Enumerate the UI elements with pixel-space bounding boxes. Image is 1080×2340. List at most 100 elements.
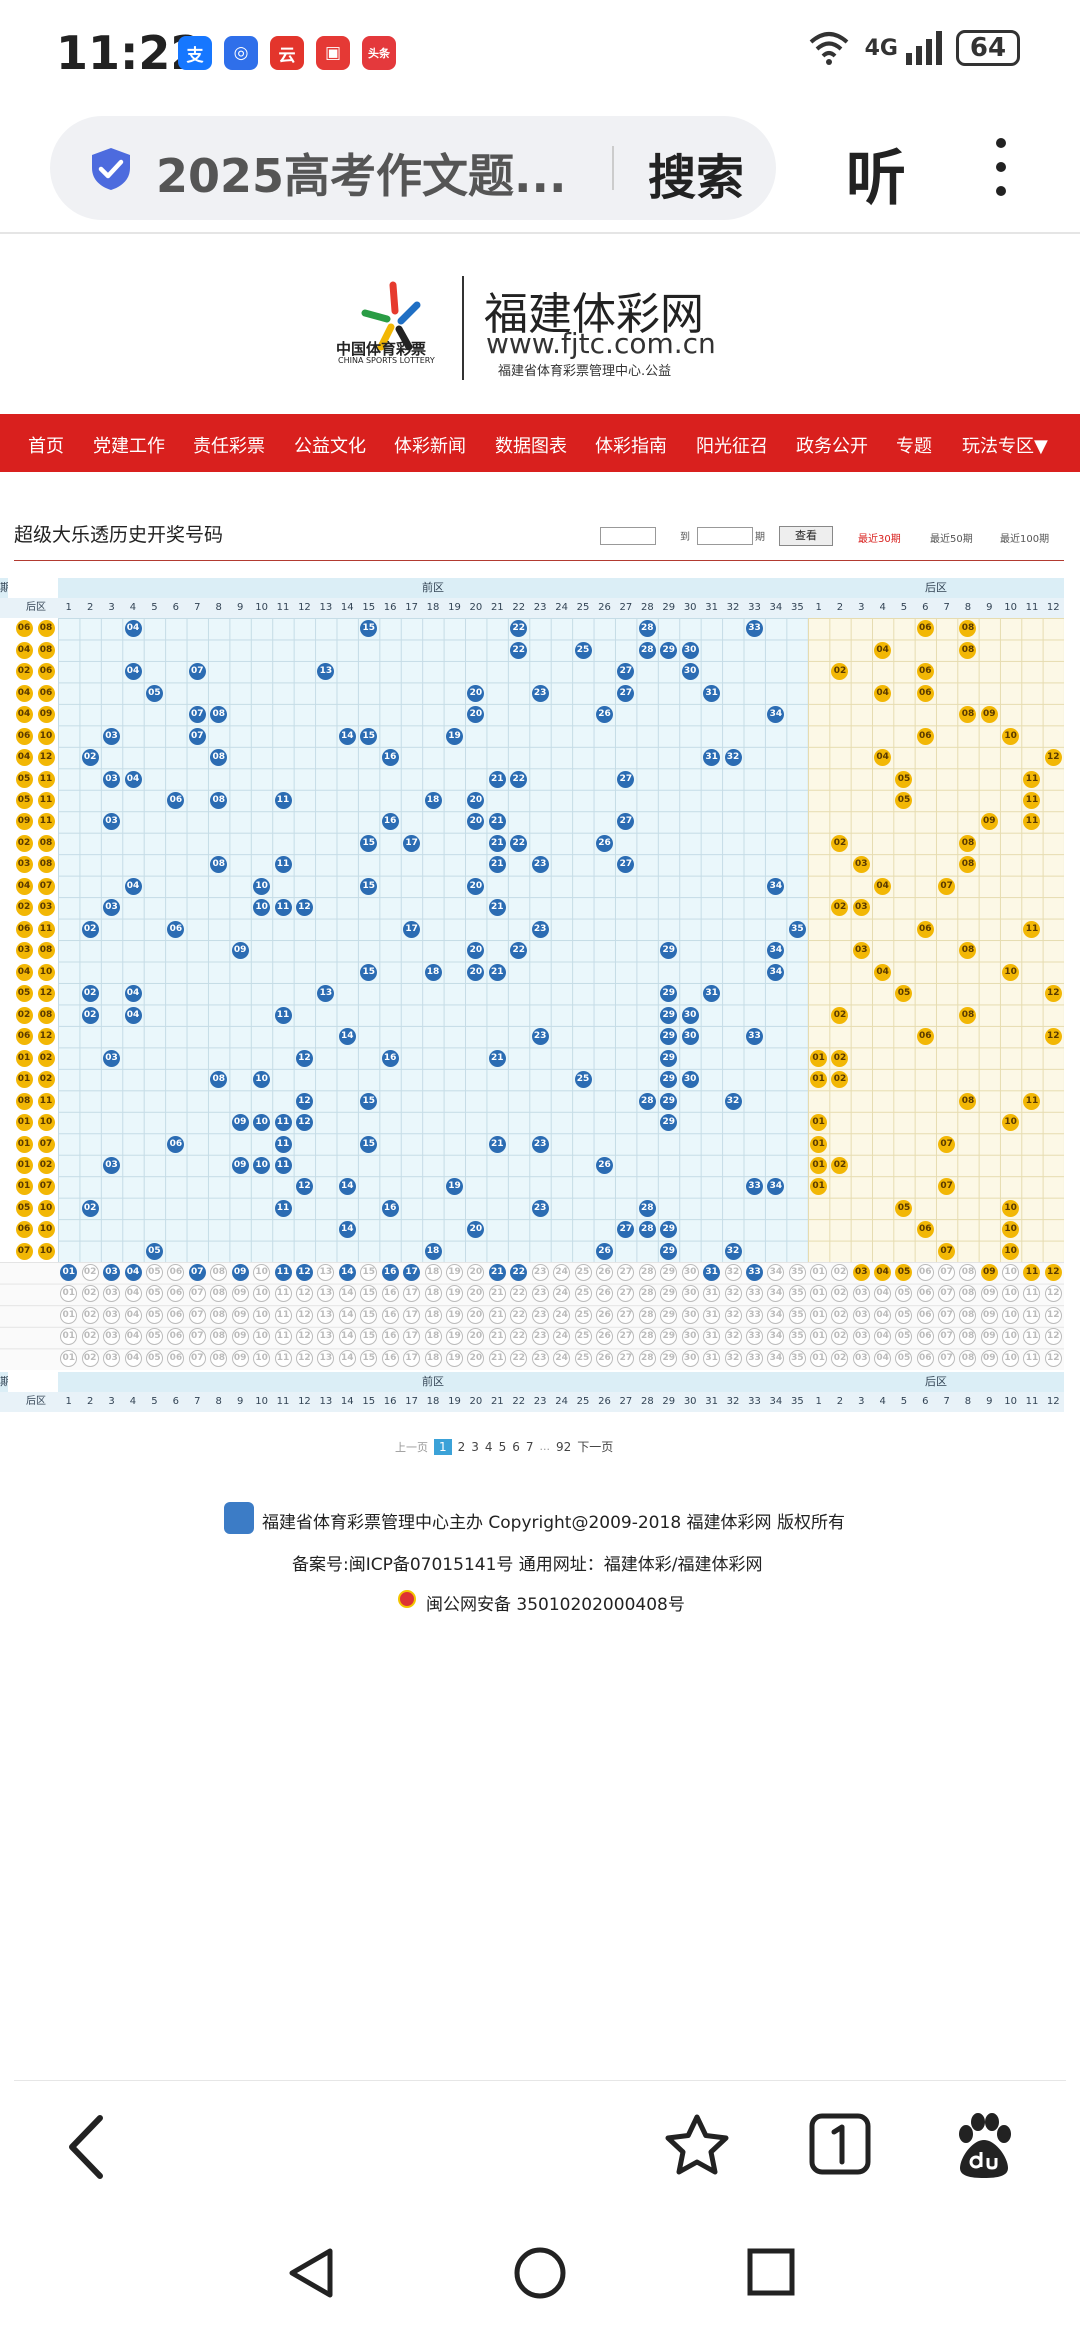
front-col-header: 23 bbox=[533, 602, 547, 613]
prev-page-link[interactable]: 上一页 bbox=[395, 1440, 428, 1454]
back-ball: 11 bbox=[1023, 770, 1041, 788]
stat-front-empty: 06 bbox=[167, 1285, 185, 1303]
stat-front-empty: 35 bbox=[788, 1306, 806, 1324]
front-ball: 21 bbox=[488, 1049, 506, 1067]
front-ball: 31 bbox=[703, 684, 721, 702]
back-arrow-icon[interactable] bbox=[62, 2112, 110, 2182]
front-col-header: 6 bbox=[172, 602, 180, 613]
stat-front-ball: 03 bbox=[103, 1263, 121, 1281]
front-ball: 06 bbox=[167, 791, 185, 809]
page-title: 超级大乐透历史开奖号码 bbox=[14, 524, 224, 546]
nav-item-1[interactable]: 党建工作 bbox=[93, 436, 165, 457]
stat-front-empty: 24 bbox=[553, 1263, 571, 1281]
period-100-link[interactable]: 最近100期 bbox=[1000, 534, 1050, 545]
baidu-paw-icon[interactable] bbox=[952, 2112, 1016, 2180]
search-button[interactable]: 搜索 bbox=[648, 150, 745, 206]
page-link-3[interactable]: 3 bbox=[471, 1439, 479, 1454]
stat-back-empty: 11 bbox=[1023, 1349, 1041, 1367]
front-col-header: 25 bbox=[576, 602, 590, 613]
nav-item-2[interactable]: 责任彩票 bbox=[193, 436, 265, 457]
nav-item-4[interactable]: 体彩新闻 bbox=[394, 436, 466, 457]
nav-item-8[interactable]: 政务公开 bbox=[796, 436, 868, 457]
front-col-header: 21 bbox=[490, 1396, 504, 1407]
stat-front-empty: 31 bbox=[703, 1328, 721, 1346]
stat-front-empty: 12 bbox=[295, 1306, 313, 1324]
query-button[interactable]: 查看 bbox=[779, 526, 833, 546]
back-ball: 08 bbox=[959, 834, 977, 852]
left-back-ball: 02 bbox=[15, 1006, 33, 1024]
stat-front-empty: 06 bbox=[167, 1328, 185, 1346]
grid-back bbox=[808, 618, 1064, 1262]
front-ball: 18 bbox=[424, 963, 442, 981]
front-ball: 03 bbox=[103, 1156, 121, 1174]
stat-front-empty: 07 bbox=[188, 1306, 206, 1324]
system-recents-icon[interactable] bbox=[744, 2245, 800, 2301]
back-ball: 02 bbox=[831, 1006, 849, 1024]
page-link-last[interactable]: 92 bbox=[555, 1439, 572, 1454]
left-back-ball: 06 bbox=[37, 663, 55, 681]
page-link-7[interactable]: 7 bbox=[525, 1439, 534, 1454]
nav-item-3[interactable]: 公益文化 bbox=[294, 436, 366, 457]
nav-item-0[interactable]: 首页 bbox=[28, 436, 64, 457]
next-page-link[interactable]: 下一页 bbox=[577, 1440, 614, 1454]
system-home-icon[interactable] bbox=[512, 2245, 568, 2301]
nav-item-6[interactable]: 体彩指南 bbox=[595, 436, 667, 457]
left-back-ball: 02 bbox=[15, 834, 33, 852]
left-back-ball: 07 bbox=[37, 1178, 55, 1196]
back-col-header: 7 bbox=[943, 1396, 950, 1407]
end-period-input[interactable] bbox=[697, 527, 753, 545]
stat-front-empty: 22 bbox=[510, 1349, 528, 1367]
stat-front-empty: 15 bbox=[360, 1328, 378, 1346]
stat-front-empty: 14 bbox=[338, 1328, 356, 1346]
search-query[interactable]: 2025高考作文题... bbox=[156, 149, 567, 203]
front-ball: 34 bbox=[767, 706, 785, 724]
stat-front-empty: 29 bbox=[660, 1306, 678, 1324]
back-ball: 03 bbox=[852, 899, 870, 917]
address-divider bbox=[612, 146, 614, 190]
front-ball: 33 bbox=[745, 1178, 763, 1196]
stat-front-empty: 17 bbox=[403, 1328, 421, 1346]
front-col-header: 20 bbox=[469, 602, 483, 613]
page-link-5[interactable]: 5 bbox=[498, 1439, 507, 1454]
nav-item-5[interactable]: 数据图表 bbox=[495, 436, 567, 457]
front-ball: 20 bbox=[467, 706, 485, 724]
stat-front-empty: 28 bbox=[638, 1285, 656, 1303]
back-col-header: 7 bbox=[943, 602, 950, 613]
stat-front-empty: 19 bbox=[445, 1349, 463, 1367]
footer-icp: 备案号:闽ICP备07015141号 通用网址：福建体彩/福建体彩网 bbox=[292, 1555, 763, 1575]
left-back-ball: 10 bbox=[37, 1114, 55, 1132]
address-bar[interactable]: 2025高考作文题... 搜索 bbox=[50, 116, 776, 220]
left-back-ball: 08 bbox=[37, 1006, 55, 1024]
start-period-input[interactable] bbox=[600, 527, 656, 545]
front-ball: 27 bbox=[617, 684, 635, 702]
page-link-6[interactable]: 6 bbox=[512, 1439, 520, 1454]
nav-item-9[interactable]: 专题 bbox=[896, 436, 932, 457]
front-ball: 03 bbox=[103, 770, 121, 788]
stat-front-empty: 08 bbox=[210, 1306, 228, 1324]
period-50-link[interactable]: 最近50期 bbox=[930, 534, 973, 545]
back-col-header: 12 bbox=[1046, 1396, 1060, 1407]
site-title[interactable]: 福建体彩网 bbox=[484, 289, 704, 340]
tabs-count-icon[interactable] bbox=[808, 2112, 872, 2176]
front-ball: 17 bbox=[403, 834, 421, 852]
front-ball: 29 bbox=[660, 1028, 678, 1046]
front-ball: 11 bbox=[274, 856, 292, 874]
front-ball: 25 bbox=[574, 641, 592, 659]
back-col-header: 6 bbox=[922, 1396, 929, 1407]
left-back-ball: 08 bbox=[37, 641, 55, 659]
front-col-header: 3 bbox=[108, 602, 115, 613]
page-link-2[interactable]: 2 bbox=[457, 1439, 466, 1454]
front-col-header: 26 bbox=[598, 602, 611, 613]
nav-item-7[interactable]: 阳光征召 bbox=[696, 436, 768, 457]
system-back-icon[interactable] bbox=[284, 2245, 340, 2301]
page-link-4[interactable]: 4 bbox=[484, 1439, 493, 1454]
bookmark-star-icon[interactable] bbox=[662, 2112, 732, 2182]
period-30-link[interactable]: 最近30期 bbox=[858, 534, 901, 545]
listen-button[interactable]: 听 bbox=[846, 144, 906, 214]
more-menu-icon[interactable] bbox=[996, 138, 1008, 210]
back-col-header: 1 bbox=[815, 1396, 822, 1407]
nav-item-10[interactable]: 玩法专区▼ bbox=[962, 436, 1048, 457]
left-back-ball: 01 bbox=[15, 1156, 33, 1174]
stat-front-empty: 32 bbox=[724, 1263, 742, 1281]
page-link-1[interactable]: 1 bbox=[434, 1438, 452, 1455]
